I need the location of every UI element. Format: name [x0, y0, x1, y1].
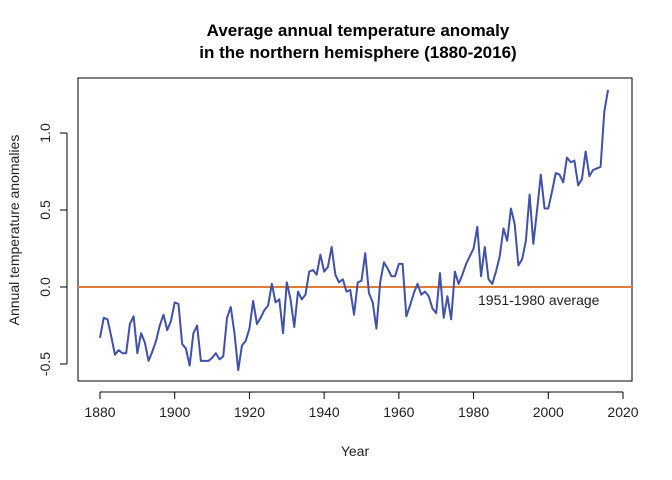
y-tick-label: 0.5 — [37, 200, 53, 220]
x-tick-label: 1940 — [309, 404, 340, 420]
data-points — [99, 89, 609, 371]
x-tick-label: 2020 — [607, 404, 638, 420]
series-line — [99, 89, 610, 372]
x-tick-label: 1920 — [234, 404, 265, 420]
y-tick-label: -0.5 — [37, 352, 53, 376]
y-tick-label: 1.0 — [37, 123, 53, 143]
reference-line-label: 1951-1980 average — [478, 292, 600, 308]
chart-title-line1: Average annual temperature anomaly — [207, 21, 510, 40]
axes: 1880 1900 1920 1940 1960 1980 2000 2020 -0.5 0.0 0… — [37, 123, 639, 420]
plot-frame — [77, 77, 633, 382]
x-tick-label: 1880 — [84, 404, 115, 420]
x-tick-label: 2000 — [533, 404, 564, 420]
y-tick-label: 0.0 — [37, 277, 53, 297]
x-tick-label: 1960 — [383, 404, 414, 420]
chart-title-line2: in the northern hemisphere (1880-2016) — [199, 43, 516, 62]
x-tick-label: 1900 — [159, 404, 190, 420]
y-axis-label: Annual temperature anomalies — [6, 135, 22, 326]
x-tick-label: 1980 — [458, 404, 489, 420]
x-axis-label: Year — [341, 443, 370, 459]
